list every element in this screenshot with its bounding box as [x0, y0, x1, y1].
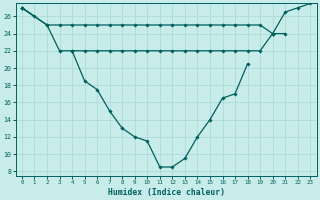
X-axis label: Humidex (Indice chaleur): Humidex (Indice chaleur)	[108, 188, 225, 197]
